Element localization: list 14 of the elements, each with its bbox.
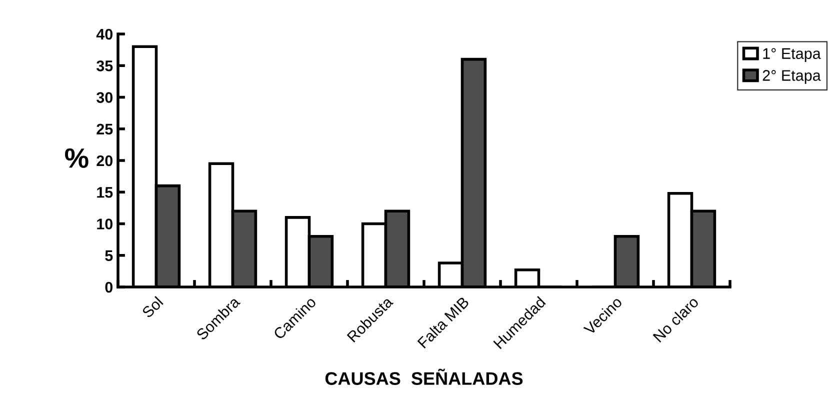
y-tick-label: 25 [96, 124, 113, 135]
y-tick-label: 0 [105, 282, 113, 293]
y-tick-label: 5 [105, 250, 113, 262]
y-tick-label: 20 [96, 155, 113, 166]
y-tick-label: 35 [96, 60, 113, 72]
x-axis-title: CAUSAS SEÑALADAS [325, 368, 523, 385]
x-tick-label: Sol [141, 296, 164, 318]
legend-label: 1° Etapa [763, 48, 821, 62]
legend-label: 2° Etapa [762, 70, 821, 84]
y-tick-label: 10 [97, 218, 113, 230]
y-tick-label: 40 [96, 28, 113, 40]
y-axis-title: % [65, 148, 88, 168]
y-tick-label: 15 [97, 187, 113, 198]
y-tick-label: 30 [96, 92, 113, 103]
